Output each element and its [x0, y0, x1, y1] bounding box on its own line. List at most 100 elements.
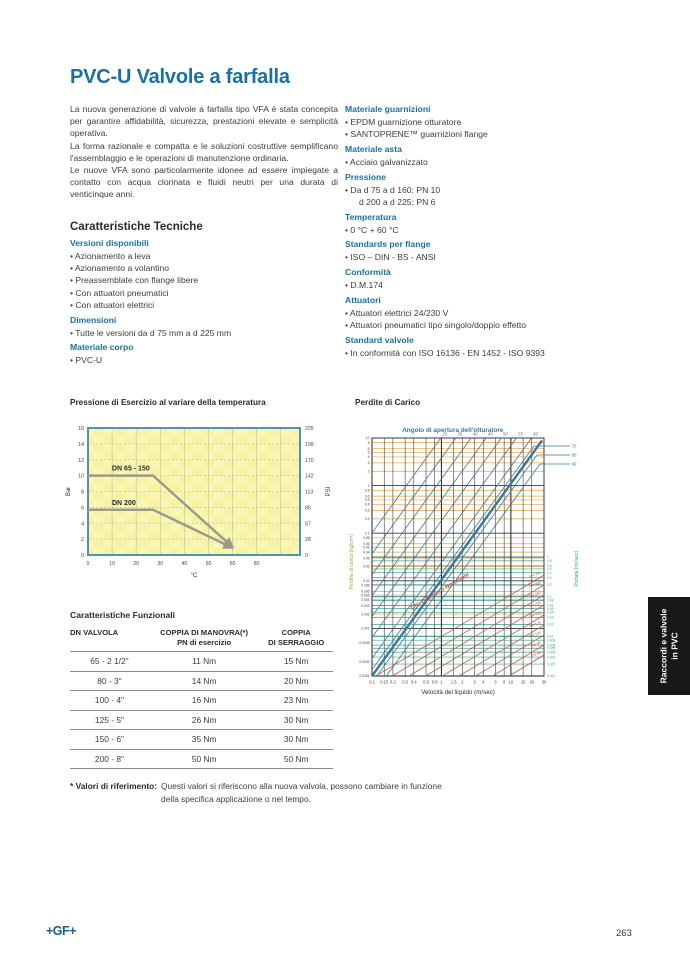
page-number: 263 — [616, 928, 632, 939]
svg-text:80: 80 — [572, 453, 577, 458]
table-cell: 26 Nm — [191, 714, 217, 725]
functional-table: DN VALVOLA COPPIA DI MANOVRA(*) PN di eser… — [70, 626, 333, 769]
svg-text:Perdita di carico [kg/cm²]: Perdita di carico [kg/cm²] — [349, 534, 355, 590]
spec-item: • 0 °C + 60 °C — [345, 224, 399, 235]
svg-text:0.008: 0.008 — [361, 584, 369, 588]
svg-text:4: 4 — [482, 680, 485, 685]
svg-text:Angolo di apertura dell'ottura: Angolo di apertura dell'otturatore — [402, 427, 504, 434]
svg-text:0: 0 — [81, 553, 84, 559]
page-title: PVC-U Valvole a farfalla — [70, 66, 290, 88]
svg-text:0.8: 0.8 — [365, 488, 370, 492]
table-row: 150 - 6" 35 Nm 30 Nm — [70, 730, 333, 749]
svg-text:0.2: 0.2 — [365, 517, 370, 521]
svg-text:0.03: 0.03 — [547, 616, 554, 620]
svg-text:DN 350: DN 350 — [528, 571, 541, 579]
spec-item: • Tutte le versioni da d 75 mm a d 225 m… — [70, 327, 232, 338]
svg-text:DN 125: DN 125 — [528, 621, 541, 629]
svg-text:4: 4 — [368, 455, 370, 459]
spec-group-label: Versioni disponibili — [70, 238, 149, 248]
svg-text:50: 50 — [503, 432, 508, 437]
svg-text:50: 50 — [206, 561, 212, 567]
svg-text:DN 80: DN 80 — [530, 641, 541, 648]
svg-text:0.4: 0.4 — [547, 571, 552, 575]
svg-text:60: 60 — [533, 432, 538, 437]
svg-text:0.04: 0.04 — [547, 611, 554, 615]
svg-text:0.04: 0.04 — [363, 550, 370, 554]
svg-text:85: 85 — [305, 505, 311, 511]
spec-group: Attuatori • Attuatori elettrici 24/230 V •… — [345, 294, 637, 331]
svg-text:0.01: 0.01 — [363, 579, 370, 583]
table-cell: 16 Nm — [191, 695, 217, 706]
svg-text:DN 100: DN 100 — [528, 631, 541, 639]
spec-group-label: Standard valvole — [345, 334, 414, 345]
svg-text:5: 5 — [368, 451, 370, 455]
tech-specs-right-column: Materiale guarnizioni • EPDM guarnizione … — [345, 103, 637, 361]
table-row: 100 - 4" 16 Nm 23 Nm — [70, 691, 333, 710]
footnote-label: * Valori di riferimento: — [70, 781, 158, 791]
svg-text:Velocità del liquido (m/sec): Velocità del liquido (m/sec) — [421, 689, 495, 696]
svg-text:0.08: 0.08 — [547, 599, 554, 603]
svg-text:16: 16 — [78, 426, 84, 432]
svg-text:0.05: 0.05 — [547, 607, 554, 611]
svg-text:0.5: 0.5 — [365, 498, 370, 502]
svg-text:0.1: 0.1 — [369, 680, 375, 685]
svg-text:0.008: 0.008 — [547, 638, 555, 642]
svg-text:0.05: 0.05 — [363, 546, 370, 550]
svg-text:Portata [m³/sec]: Portata [m³/sec] — [574, 551, 580, 587]
svg-text:0: 0 — [87, 561, 90, 567]
svg-text:0.001: 0.001 — [361, 627, 369, 631]
svg-text:3: 3 — [473, 680, 476, 685]
svg-text:0.0001: 0.0001 — [359, 674, 369, 678]
table-cell: 23 Nm — [283, 695, 309, 706]
svg-text:30: 30 — [157, 561, 163, 567]
intro-paragraphs: La nuova generazione di valvole a farfal… — [70, 103, 338, 201]
footnote-text: Questi valori si riferiscono alla nuova … — [161, 781, 442, 804]
svg-text:20: 20 — [529, 680, 534, 685]
svg-text:40: 40 — [181, 561, 187, 567]
section-tab[interactable]: Raccordi e valvole in PVC — [648, 597, 690, 695]
nomogram-axis-labels: 1086543210.80.60.50.40.30.20.10.080.060.… — [349, 427, 580, 696]
svg-text:55: 55 — [518, 432, 523, 437]
spec-group: Standards per flange • ISO – DIN - BS - A… — [345, 238, 637, 263]
spec-group-label: Materiale guarnizioni — [345, 104, 431, 114]
spec-item: • Azionamento a volantino — [70, 263, 170, 274]
svg-text:10: 10 — [109, 561, 115, 567]
spec-group-label: Temperatura — [345, 211, 397, 222]
table-cell: 150 - 6" — [94, 734, 124, 745]
table-cell: 15 Nm — [283, 656, 309, 667]
svg-text:10: 10 — [78, 474, 84, 480]
svg-text:0.4: 0.4 — [365, 503, 370, 507]
series-dn-200: DN 200 — [88, 500, 235, 549]
svg-text:0.005: 0.005 — [361, 593, 369, 597]
spec-group: Materiale corpo • PVC-U — [70, 341, 342, 366]
section-tab-label: Raccordi e valvole in PVC — [658, 608, 680, 684]
svg-text:0.5: 0.5 — [547, 567, 552, 571]
table-cell: 30 Nm — [283, 714, 309, 725]
spec-item: d 200 a d 225: PN 6 — [359, 196, 436, 207]
svg-text:2: 2 — [81, 537, 84, 543]
table-cell: 125 - 5" — [94, 714, 124, 725]
table-cell: 11 Nm — [192, 656, 217, 667]
svg-text:30: 30 — [542, 680, 547, 685]
spec-item: • Azionamento a leva — [70, 251, 151, 261]
svg-text:0.004: 0.004 — [361, 598, 369, 602]
pressure-chart-title: Pressione di Esercizio al variare della … — [70, 398, 266, 407]
table-row: 200 - 8" 50 Nm 50 Nm — [70, 749, 333, 769]
svg-text:DN 300: DN 300 — [528, 581, 541, 589]
svg-text:0.4: 0.4 — [411, 680, 417, 685]
functional-table-heading: Caratteristiche Funzionali — [70, 610, 176, 620]
svg-text:45: 45 — [488, 432, 493, 437]
svg-text:113: 113 — [305, 490, 313, 496]
svg-text:10: 10 — [366, 436, 370, 440]
svg-text:0.8: 0.8 — [432, 680, 438, 685]
angle-lines: 20 30 40 45 50 55 60 70 80 90 — [371, 432, 577, 677]
svg-text:90: 90 — [572, 462, 577, 467]
table-row: 125 - 5" 26 Nm 30 Nm — [70, 710, 333, 730]
svg-text:0.005: 0.005 — [547, 646, 555, 650]
svg-text:80: 80 — [254, 561, 260, 567]
svg-text:28: 28 — [305, 537, 311, 543]
svg-text:0.03: 0.03 — [363, 556, 370, 560]
svg-text:0.3: 0.3 — [402, 680, 408, 685]
